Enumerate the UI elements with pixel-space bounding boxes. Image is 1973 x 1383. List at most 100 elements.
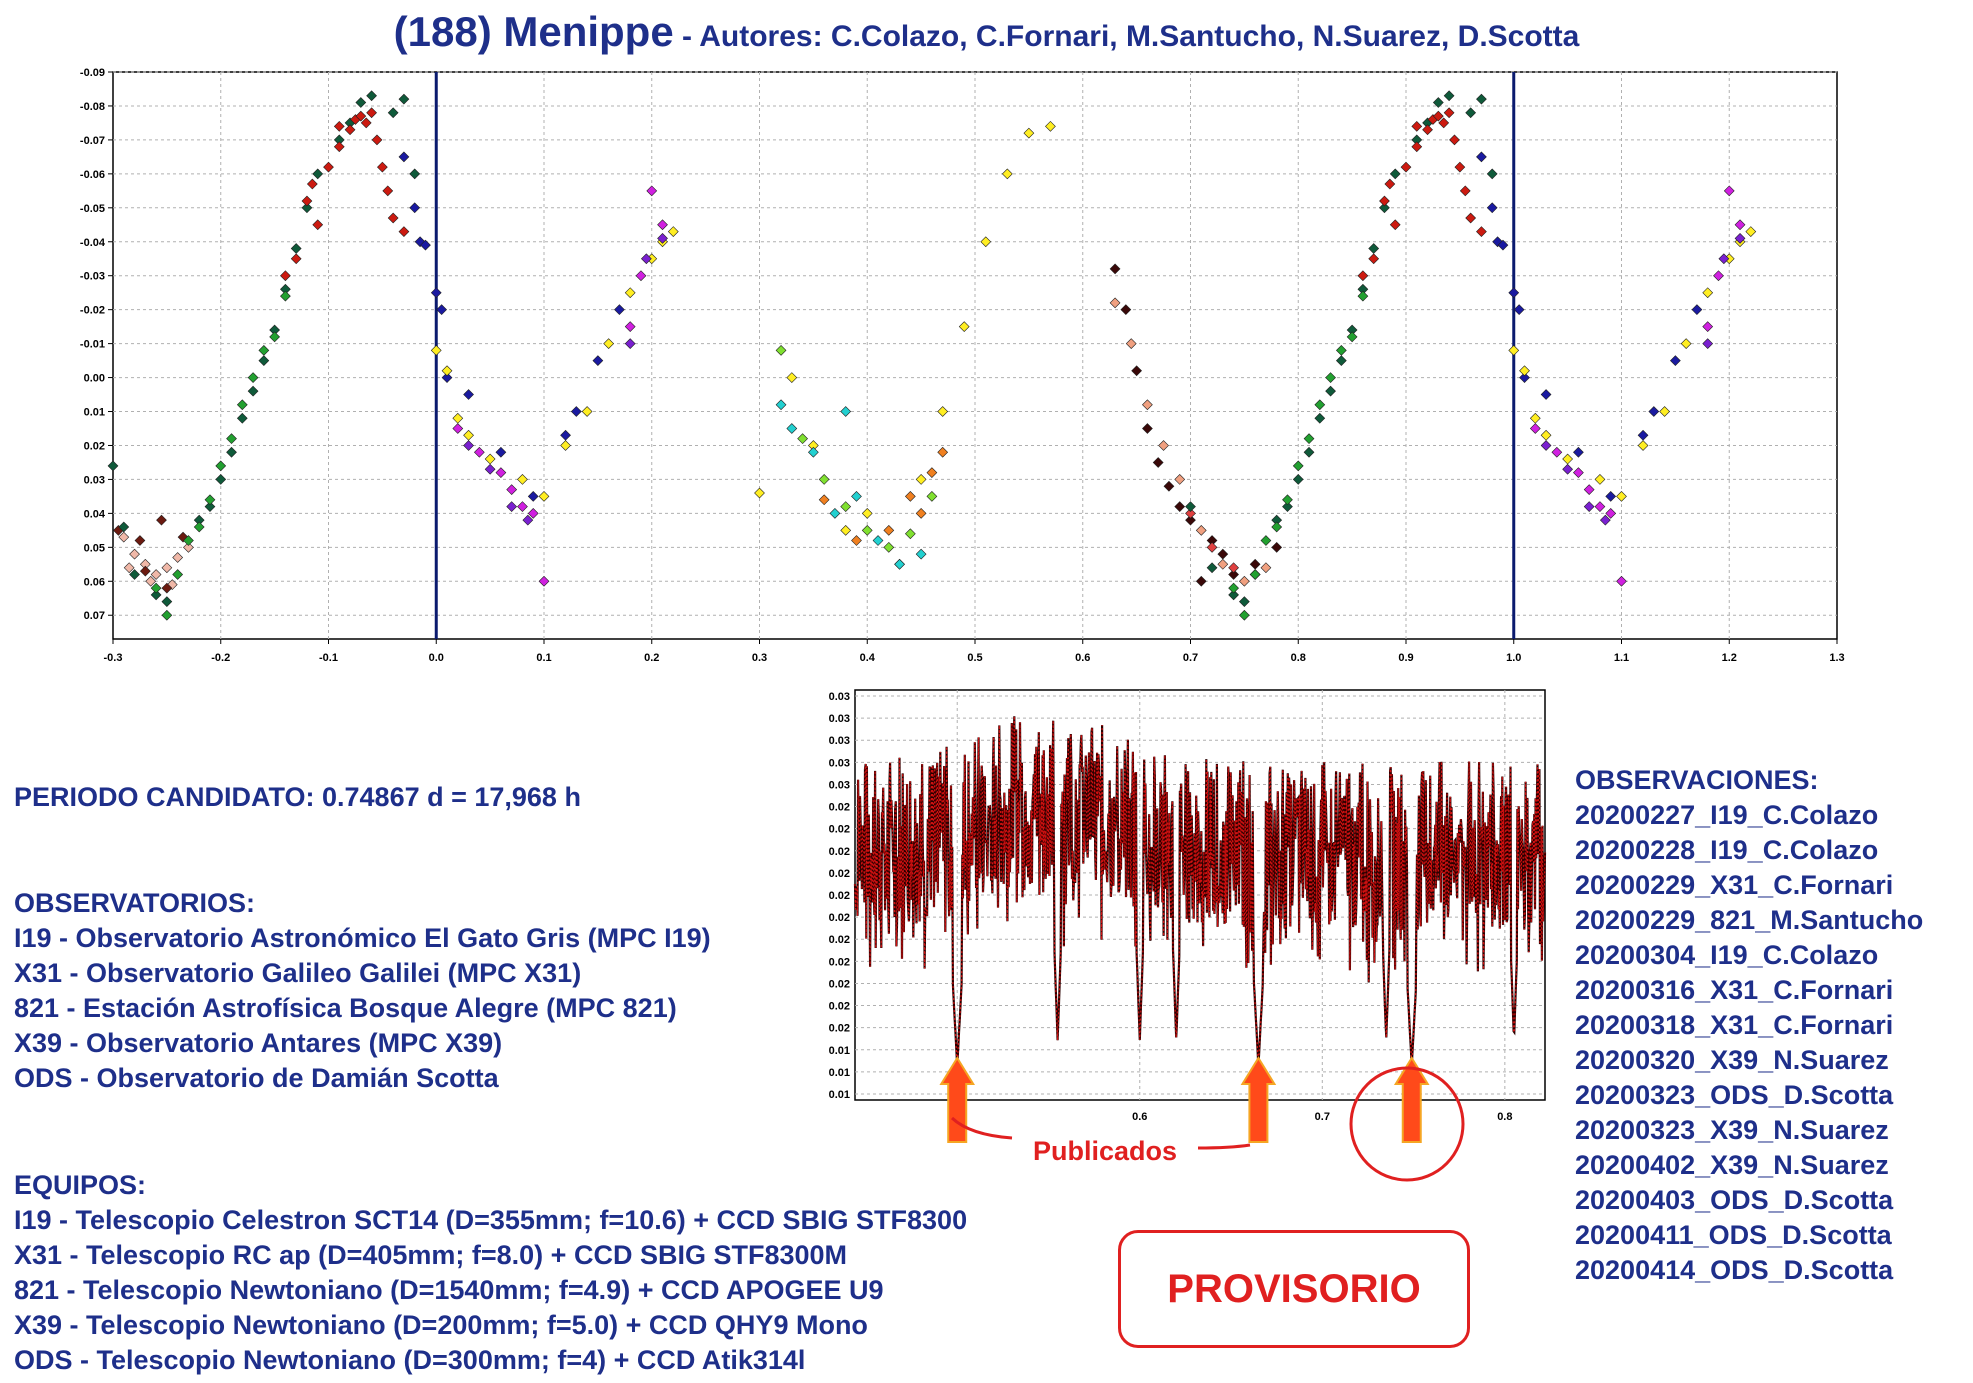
data-point [183, 541, 194, 553]
periodogram-y-tick-label: 0.01 [829, 1045, 850, 1057]
data-point [280, 283, 291, 295]
data-point [377, 161, 388, 173]
data-point [1723, 253, 1735, 265]
data-point [161, 582, 173, 594]
data-point [1120, 304, 1132, 316]
data-point [570, 406, 582, 417]
periodogram-x-tick-label: 0.7 [1315, 1111, 1330, 1123]
data-point [139, 558, 151, 570]
data-point [1163, 480, 1175, 492]
data-point [614, 304, 625, 316]
data-point [883, 541, 895, 553]
data-point [1217, 548, 1229, 560]
observacion-item: 20200402_X39_N.Suarez [1575, 1150, 1889, 1180]
data-point [1529, 423, 1541, 434]
observacion-item: 20200229_X31_C.Fornari [1575, 870, 1894, 900]
data-point [1325, 372, 1336, 383]
data-point [1605, 491, 1617, 502]
data-point [1228, 569, 1239, 580]
data-point [204, 494, 216, 506]
data-point [226, 446, 237, 458]
data-point [118, 531, 130, 543]
data-point [754, 487, 765, 499]
data-point [1422, 124, 1433, 136]
data-point [1519, 365, 1530, 377]
minimum-arrow [1393, 1056, 1430, 1143]
data-point [538, 491, 550, 502]
observaciones-block: OBSERVACIONES: 20200227_I19_C.Colazo 202… [1575, 763, 1923, 1288]
observatorio-item: 821 - Estación Astrofísica Bosque Alegre… [14, 993, 677, 1023]
data-point [1529, 412, 1541, 424]
data-point [193, 514, 205, 526]
data-point [1292, 460, 1304, 472]
data-point [1271, 541, 1283, 553]
data-point [1540, 440, 1552, 451]
data-point [915, 474, 927, 485]
data-point [1023, 127, 1035, 139]
data-point [851, 491, 862, 502]
data-point [150, 569, 162, 580]
data-point [1432, 110, 1444, 122]
lightcurve-y-tick-label: -0.07 [80, 135, 105, 147]
data-point [1174, 501, 1186, 512]
data-point [355, 110, 367, 122]
data-point [603, 338, 615, 349]
data-point [156, 514, 167, 526]
data-point [355, 97, 367, 108]
periodogram-y-tick-label: 0.02 [829, 890, 850, 902]
data-point [280, 270, 291, 282]
lightcurve-y-tick-label: -0.02 [80, 305, 105, 317]
data-point [387, 212, 399, 224]
data-point [1303, 446, 1315, 458]
data-point [495, 467, 507, 479]
lightcurve-y-tick-label: 0.02 [84, 440, 105, 452]
equipo-item: ODS - Telescopio Newtoniano (D=300mm; f=… [14, 1345, 806, 1375]
data-point [1314, 412, 1326, 424]
observacion-item: 20200323_X39_N.Suarez [1575, 1115, 1889, 1145]
data-point [1670, 355, 1681, 366]
data-point [1195, 524, 1207, 536]
data-point [808, 440, 819, 451]
data-point [646, 253, 658, 265]
data-point [1379, 202, 1390, 214]
data-point [1292, 474, 1304, 485]
data-point [269, 324, 280, 336]
data-point [1605, 508, 1617, 519]
periodogram-chart: 0.50.60.70.80.030.030.030.030.030.020.02… [829, 689, 1547, 1143]
publicados-line-left [950, 1116, 1013, 1140]
data-point [1616, 491, 1627, 502]
periodogram-x-tick-label: 0.8 [1497, 1111, 1512, 1123]
periodogram-y-tick-label: 0.02 [829, 802, 850, 814]
data-point [430, 287, 442, 299]
lightcurve-x-tick-label: 0.6 [1075, 652, 1090, 664]
lightcurve-y-tick-label: 0.04 [84, 508, 106, 520]
data-point [506, 501, 518, 512]
data-point [517, 501, 528, 512]
data-point [1443, 107, 1455, 119]
data-point [430, 345, 442, 356]
data-point [1131, 365, 1142, 377]
data-point [1206, 562, 1218, 574]
data-point [323, 161, 334, 173]
data-point [1335, 355, 1347, 366]
data-point [506, 484, 518, 495]
periodogram-y-tick-label: 0.02 [829, 912, 850, 924]
lightcurve-x-tick-label: 0.7 [1183, 652, 1198, 664]
data-point [1734, 232, 1746, 244]
data-point [840, 501, 852, 512]
lightcurve-x-tick-label: -0.2 [211, 652, 230, 664]
data-point [624, 321, 636, 333]
lightcurve-y-tick-label: 0.06 [84, 576, 105, 588]
data-point [463, 389, 474, 400]
data-point [1389, 219, 1401, 231]
data-point [1573, 446, 1584, 458]
lightcurve-y-tick-label: -0.01 [80, 339, 105, 351]
data-point [560, 440, 571, 451]
data-point [1185, 508, 1196, 519]
observatorio-item: ODS - Observatorio de Damián Scotta [14, 1063, 499, 1093]
data-point [851, 535, 862, 546]
lightcurve-x-tick-label: 0.3 [752, 652, 767, 664]
data-point [1659, 406, 1670, 417]
data-point [484, 453, 496, 465]
data-point [1325, 385, 1336, 397]
